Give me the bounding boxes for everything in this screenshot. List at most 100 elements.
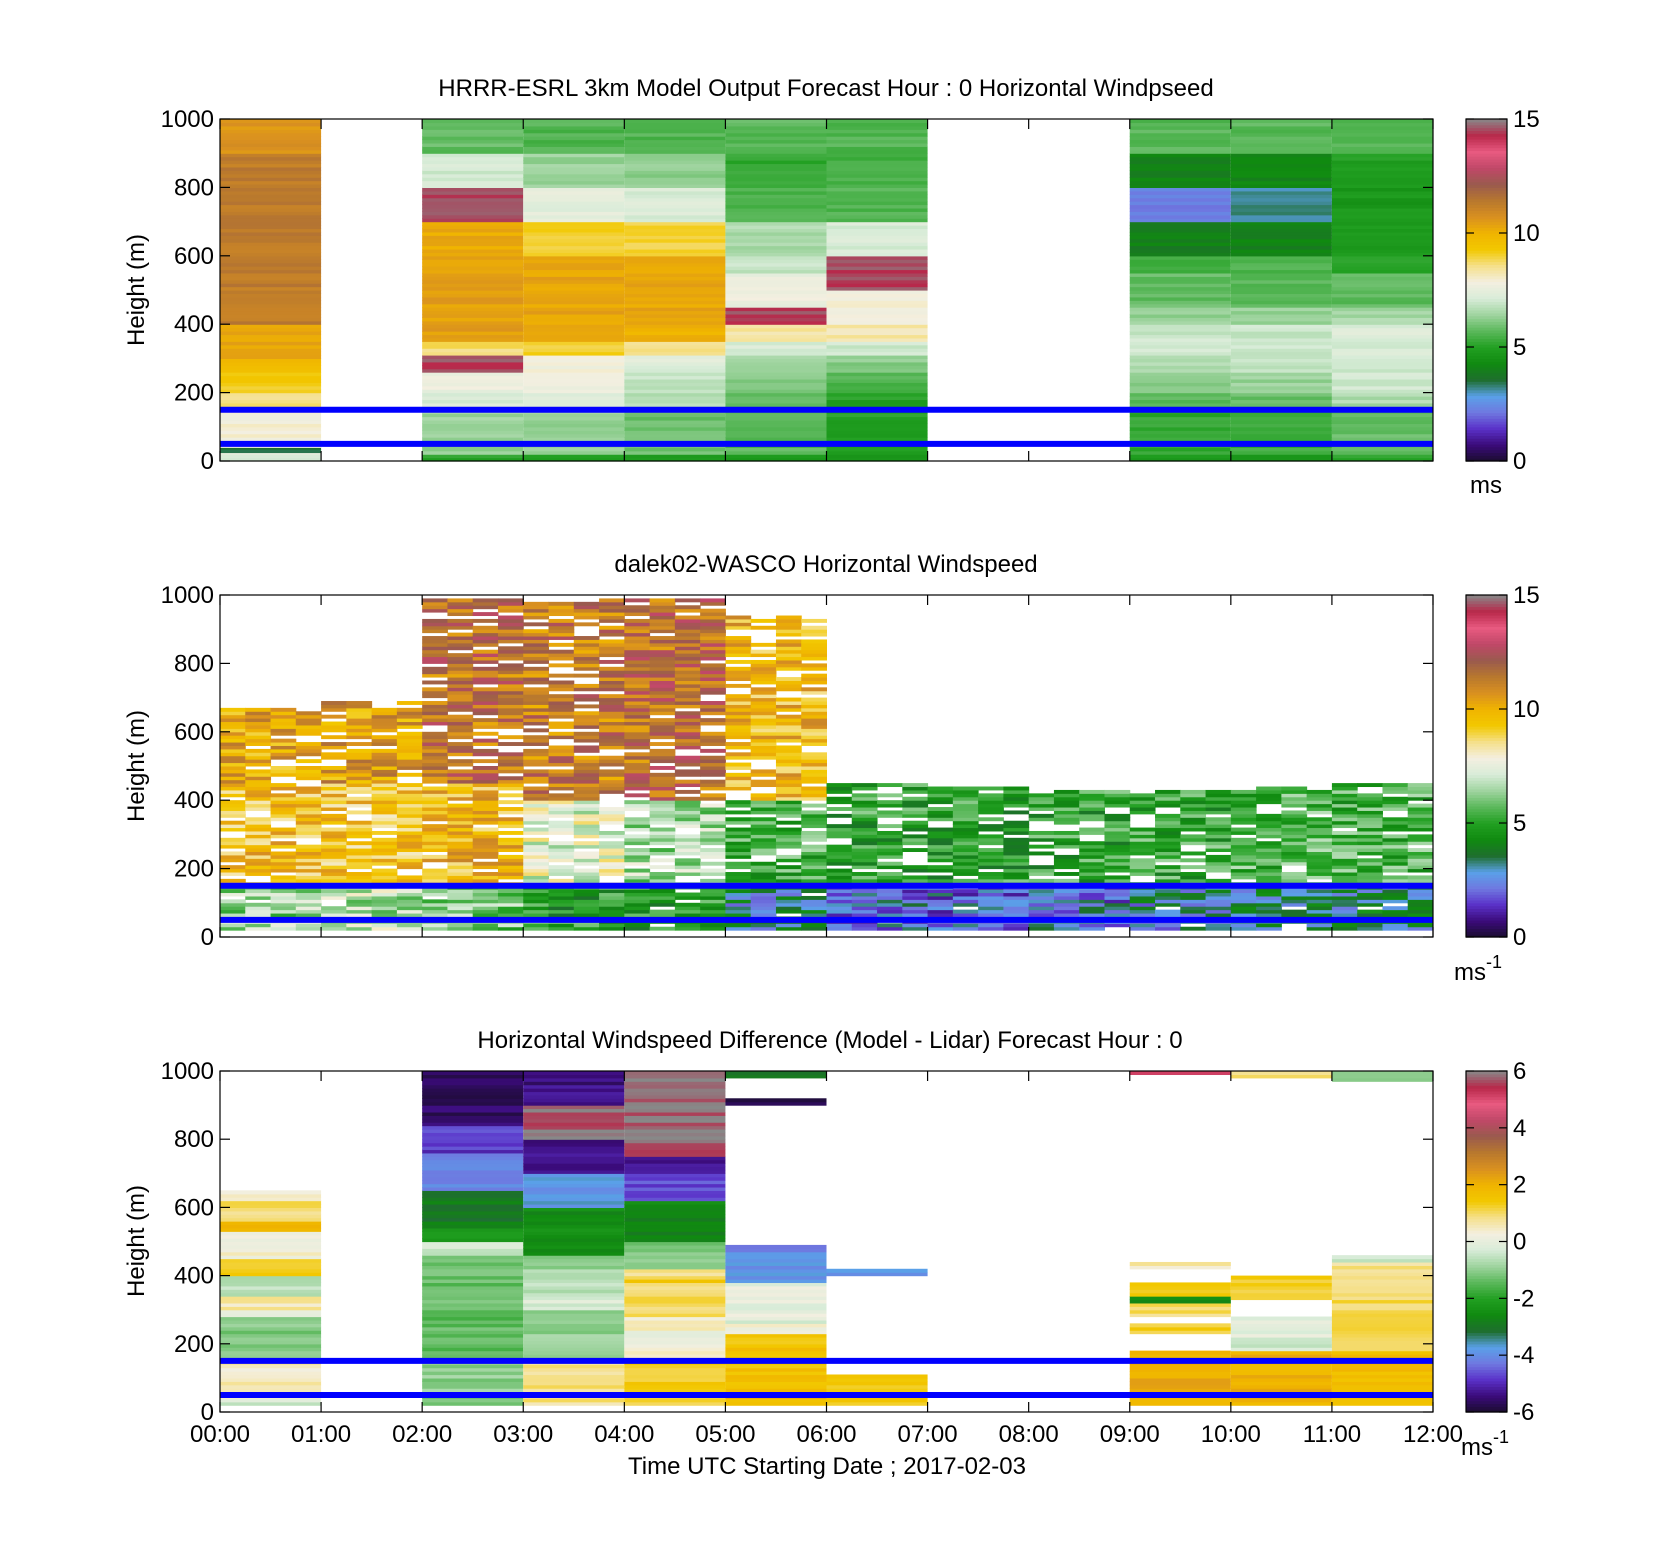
heatmap-cell xyxy=(750,844,777,849)
heatmap-cell xyxy=(1129,419,1231,424)
heatmap-cell xyxy=(523,820,550,825)
heatmap-cell xyxy=(447,762,474,767)
heatmap-cell xyxy=(1129,310,1231,315)
heatmap-cell xyxy=(523,772,550,777)
heatmap-cell xyxy=(1129,1282,1231,1287)
heatmap-cell xyxy=(1256,906,1282,911)
heatmap-cell xyxy=(220,413,322,418)
heatmap-cell xyxy=(220,211,322,216)
colorbar-swatch xyxy=(1466,595,1507,599)
heatmap-cell xyxy=(270,817,297,822)
heatmap-cell xyxy=(725,1323,827,1328)
heatmap-cell xyxy=(775,858,802,863)
heatmap-cell xyxy=(801,766,827,770)
heatmap-cell xyxy=(725,653,752,658)
heatmap-cell xyxy=(624,872,651,876)
colorbar-swatch xyxy=(1466,255,1507,260)
heatmap-cell xyxy=(674,697,701,702)
heatmap-cell xyxy=(523,1173,625,1178)
heatmap-cell xyxy=(1331,153,1433,158)
heatmap-cell xyxy=(700,718,726,723)
heatmap-cell xyxy=(523,762,550,767)
heatmap-cell xyxy=(775,639,802,644)
heatmap-cell xyxy=(1129,259,1231,264)
heatmap-cell xyxy=(826,204,928,209)
heatmap-cell xyxy=(674,923,701,928)
heatmap-cell xyxy=(422,142,524,147)
heatmap-cell xyxy=(422,433,524,438)
heatmap-cell xyxy=(447,926,474,931)
heatmap-cell xyxy=(624,228,726,233)
colorbar-swatch xyxy=(1466,880,1507,884)
heatmap-cell xyxy=(1331,1398,1433,1403)
heatmap-cell xyxy=(1357,800,1383,805)
heatmap-cell xyxy=(927,793,954,798)
heatmap-cell xyxy=(725,639,752,644)
colorbar-swatch xyxy=(1466,423,1507,428)
heatmap-cell xyxy=(321,872,347,876)
heatmap-cell xyxy=(624,1313,726,1318)
heatmap-cell xyxy=(1155,837,1181,842)
heatmap-cell xyxy=(801,632,827,637)
heatmap-cell xyxy=(523,262,625,267)
heatmap-cell xyxy=(573,793,600,798)
heatmap-cell xyxy=(497,909,524,914)
colorbar-swatch xyxy=(1466,865,1507,870)
heatmap-cell xyxy=(1129,810,1156,815)
heatmap-cell xyxy=(725,211,827,216)
heatmap-cell xyxy=(674,789,701,794)
heatmap-cell xyxy=(1230,276,1332,281)
heatmap-cell xyxy=(270,728,297,733)
colorbar-swatch xyxy=(1466,848,1507,853)
heatmap-cell xyxy=(801,772,827,777)
heatmap-cell xyxy=(523,1367,625,1372)
heatmap-cell xyxy=(952,796,979,801)
heatmap-cell xyxy=(220,1207,322,1212)
heatmap-cell xyxy=(523,1289,625,1294)
heatmap-cell xyxy=(902,909,929,914)
colorbar-swatch xyxy=(1466,606,1507,610)
heatmap-cell xyxy=(422,450,524,455)
heatmap-cell xyxy=(220,731,246,736)
heatmap-cell xyxy=(245,851,272,856)
heatmap-cell xyxy=(674,779,701,784)
heatmap-cell xyxy=(902,786,929,791)
heatmap-cell xyxy=(725,1319,827,1324)
heatmap-cell xyxy=(624,1125,726,1130)
heatmap-cell xyxy=(927,902,954,907)
heatmap-cell xyxy=(599,625,625,630)
heatmap-cell xyxy=(220,307,322,312)
heatmap-cell xyxy=(472,680,499,685)
heatmap-cell xyxy=(1331,923,1358,928)
colorbar-swatch xyxy=(1466,603,1507,607)
heatmap-cell xyxy=(978,892,1004,897)
heatmap-cell xyxy=(952,899,979,904)
heatmap-cell xyxy=(422,1176,524,1181)
heatmap-cell xyxy=(447,632,474,637)
heatmap-cell xyxy=(422,1224,524,1229)
heatmap-cell xyxy=(1230,1296,1332,1301)
heatmap-cell xyxy=(624,690,651,695)
heatmap-cell xyxy=(270,858,297,863)
heatmap-cell xyxy=(801,769,827,774)
colorbar-swatch xyxy=(1466,1124,1507,1129)
heatmap-cell xyxy=(624,1302,726,1307)
heatmap-cell xyxy=(700,618,726,623)
heatmap-cell xyxy=(1129,170,1231,175)
heatmap-cell xyxy=(1129,1306,1231,1311)
heatmap-cell xyxy=(1129,796,1156,801)
heatmap-cell xyxy=(1129,1384,1231,1389)
heatmap-cell xyxy=(1331,266,1433,271)
heatmap-cell xyxy=(220,457,322,462)
heatmap-cell xyxy=(422,1163,524,1168)
heatmap-cell xyxy=(447,653,474,658)
heatmap-cell xyxy=(624,1081,726,1086)
heatmap-cell xyxy=(725,1071,827,1076)
heatmap-cell xyxy=(396,923,423,928)
heatmap-cell xyxy=(952,848,979,852)
heatmap-cell xyxy=(1281,909,1308,914)
heatmap-cell xyxy=(649,759,676,764)
heatmap-cell xyxy=(624,1238,726,1243)
y-tick-label: 800 xyxy=(174,650,214,677)
